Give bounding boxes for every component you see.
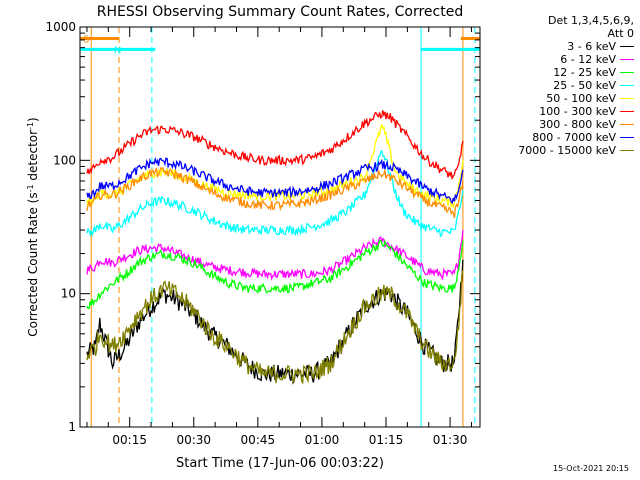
x-axis: 00:15 00:30 00:45 01:00 01:15 01:30	[86, 27, 472, 447]
plot-frame	[79, 26, 481, 428]
legend-swatch	[620, 46, 634, 47]
legend-swatch	[620, 137, 634, 138]
legend-item: 3 - 6 keV	[484, 40, 634, 53]
y-axis-label-part: detector	[26, 130, 40, 185]
legend-item: 100 - 300 keV	[484, 105, 634, 118]
legend-swatch	[620, 59, 634, 60]
series-line	[86, 156, 464, 205]
series-line	[86, 259, 464, 385]
series-line	[86, 270, 464, 385]
legend-item: 7000 - 15000 keV	[484, 144, 634, 157]
x-tick-label: 00:45	[241, 433, 276, 447]
y-tick-label: 10	[61, 287, 76, 301]
series-line	[86, 123, 464, 210]
y-tick-label: 1	[68, 420, 76, 434]
timestamp: 15-Oct-2021 20:15	[553, 464, 629, 473]
vertical-markers	[90, 27, 476, 427]
y-axis-label-sup: -1	[26, 122, 35, 130]
series-line	[86, 230, 464, 281]
x-tick-label: 01:00	[305, 433, 340, 447]
x-tick-label: 01:15	[369, 433, 404, 447]
legend-label: 7000 - 15000 keV	[518, 144, 616, 157]
legend-label: 6 - 12 keV	[560, 53, 616, 66]
legend-label: 50 - 100 keV	[546, 92, 616, 105]
legend-swatch	[620, 111, 634, 112]
x-tick-label: 00:30	[176, 433, 211, 447]
legend-item: 800 - 7000 keV	[484, 131, 634, 144]
legend-label: 12 - 25 keV	[553, 66, 616, 79]
legend-swatch	[620, 72, 634, 73]
series-layer	[86, 110, 464, 385]
legend-swatch	[620, 85, 634, 86]
y-axis-label: Corrected Count Rate (s-1 detector-1)	[26, 117, 41, 336]
flag-label: N	[114, 45, 121, 56]
y-axis-label-sup: -1	[26, 184, 35, 192]
y-axis-label-part: )	[26, 117, 40, 122]
legend-label: 3 - 6 keV	[567, 40, 616, 53]
legend-label: 300 - 800 keV	[539, 118, 616, 131]
legend-swatch	[620, 150, 634, 151]
y-axis-label-part: Corrected Count Rate (s	[26, 192, 40, 336]
series-line	[86, 149, 464, 238]
x-tick-label: 00:15	[112, 433, 147, 447]
y-tick-label: 100	[53, 153, 76, 167]
legend-label: 100 - 300 keV	[539, 105, 616, 118]
legend-item: 25 - 50 keV	[484, 79, 634, 92]
series-line	[86, 239, 464, 310]
legend-label: 25 - 50 keV	[553, 79, 616, 92]
x-tick-label: 01:30	[433, 433, 468, 447]
legend-item: 50 - 100 keV	[484, 92, 634, 105]
legend: Det 1,3,4,5,6,9, Att 0 3 - 6 keV 6 - 12 k…	[484, 14, 634, 157]
series-line	[86, 110, 464, 180]
flag-label: S	[83, 34, 89, 45]
chart-title: RHESSI Observing Summary Count Rates, Co…	[97, 4, 463, 20]
legend-header-line: Att 0	[607, 27, 634, 40]
legend-item: 12 - 25 keV	[484, 66, 634, 79]
legend-label: 800 - 7000 keV	[532, 131, 616, 144]
legend-header-line: Det 1,3,4,5,6,9,	[547, 14, 634, 27]
series-line	[86, 167, 464, 218]
legend-item: 6 - 12 keV	[484, 53, 634, 66]
legend-swatch	[620, 124, 634, 125]
legend-item: 300 - 800 keV	[484, 118, 634, 131]
x-axis-label: Start Time (17-Jun-06 00:03:22)	[176, 456, 384, 471]
flag-bars: SN	[80, 34, 480, 56]
legend-swatch	[620, 98, 634, 99]
y-tick-label: 1000	[45, 20, 76, 34]
y-axis: 1 10 100 1000	[45, 20, 480, 434]
